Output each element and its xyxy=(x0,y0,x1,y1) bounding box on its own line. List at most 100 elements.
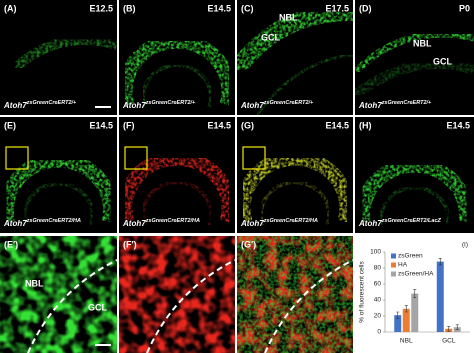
error-bar xyxy=(396,311,400,319)
panel-label: (A) xyxy=(4,3,17,13)
gene-name: Atoh7 xyxy=(3,219,27,228)
retina-band xyxy=(0,152,118,224)
genotype-label: Atoh7zsGreenCreERT2/HA xyxy=(3,218,81,228)
gene-name: Atoh7 xyxy=(122,101,146,110)
legend-swatch xyxy=(391,262,396,268)
y-tick-label: 100 xyxy=(370,249,381,256)
genotype-label: Atoh7zsGreenCreERT2/+ xyxy=(358,100,432,110)
cell-field xyxy=(119,236,235,353)
image-panel: (F) E14.5 Atoh7zsGreenCreERT2/HA xyxy=(117,117,237,233)
image-panel: (G) E14.5 Atoh7zsGreenCreERT2/HA xyxy=(235,117,355,233)
y-tick-label: 80 xyxy=(374,265,382,272)
stage-label: E17.5 xyxy=(325,3,349,13)
retina-band xyxy=(11,34,119,72)
layer-label: NBL xyxy=(413,38,432,48)
panel-label: (G′) xyxy=(241,239,256,249)
layer-label: NBL xyxy=(25,278,44,288)
retina-band xyxy=(352,30,474,75)
lens-edge xyxy=(255,53,354,116)
genotype-label: Atoh7zsGreenCreERT2/HA xyxy=(240,218,318,228)
gene-name: Atoh7 xyxy=(358,219,382,228)
error-bar xyxy=(413,289,417,298)
boundary-line xyxy=(27,259,118,353)
allele-name: zsGreenCreERT2/+ xyxy=(145,100,196,106)
panel-label: (F) xyxy=(123,120,135,130)
retina-band xyxy=(235,150,355,225)
panel-label: (D) xyxy=(359,3,372,13)
stage-label: E12.5 xyxy=(89,3,113,13)
y-tick-label: 60 xyxy=(374,281,382,288)
allele-name: zsGreenCreERT2/LacZ xyxy=(381,218,442,224)
stage-label: E14.5 xyxy=(325,120,349,130)
gene-name: Atoh7 xyxy=(122,219,146,228)
gene-name: Atoh7 xyxy=(240,101,264,110)
x-tick-label: GCL xyxy=(442,338,456,345)
x-tick-label: NBL xyxy=(400,338,413,345)
allele-name: zsGreenCreERT2/HA xyxy=(263,218,318,224)
image-panel: (H) E14.5 Atoh7zsGreenCreERT2/LacZ xyxy=(355,117,474,233)
image-panel: (A) E12.5 Atoh7zsGreenCreERT2/+ xyxy=(0,0,119,115)
panel-label: (C) xyxy=(241,3,254,13)
bar xyxy=(402,308,410,332)
layer-label: GCL xyxy=(261,32,281,42)
image-panel: (G′) xyxy=(237,236,354,353)
boundary-line xyxy=(146,259,236,353)
stage-label: E14.5 xyxy=(207,3,231,13)
retina-inner xyxy=(259,180,331,226)
gene-name: Atoh7 xyxy=(358,101,382,110)
stage-label: E14.5 xyxy=(446,120,470,130)
error-bar xyxy=(438,258,442,266)
panel-label: (H) xyxy=(359,120,372,130)
image-panel: (E′) NBL GCL xyxy=(0,236,118,353)
layer-label: GCL xyxy=(88,302,108,312)
stage-label: E14.5 xyxy=(89,120,113,130)
stage-label: P0 xyxy=(459,3,470,13)
retina-inner xyxy=(378,185,451,226)
image-panel: (B) E14.5 Atoh7zsGreenCreERT2/+ xyxy=(117,0,237,115)
allele-name: zsGreenCreERT2/HA xyxy=(26,218,81,224)
cell-field xyxy=(237,236,353,353)
retina-layer xyxy=(352,58,474,100)
retina-band xyxy=(117,150,237,225)
genotype-label: Atoh7zsGreenCreERT2/+ xyxy=(122,100,196,110)
retina-band xyxy=(117,33,237,108)
retina-band xyxy=(355,157,474,224)
layer-label: NBL xyxy=(279,12,298,22)
retina-inner xyxy=(141,63,213,109)
retina-band xyxy=(229,3,354,76)
legend-label: zsGreen xyxy=(398,253,423,260)
boundary-line xyxy=(264,259,354,353)
allele-name: zsGreenCreERT2/+ xyxy=(263,100,314,106)
gene-name: Atoh7 xyxy=(3,101,27,110)
zoom-box xyxy=(5,146,29,170)
retina-inner xyxy=(22,181,95,226)
panel-label: (I) xyxy=(462,242,468,249)
chart: (I) % of fluorescent cells 0 20 40 60 80 100 NBL… xyxy=(355,236,474,353)
gene-name: Atoh7 xyxy=(240,219,264,228)
panel-label: (E′) xyxy=(4,239,18,249)
legend-swatch xyxy=(391,271,396,277)
panel-label: (B) xyxy=(123,3,136,13)
genotype-label: Atoh7zsGreenCreERT2/HA xyxy=(122,218,200,228)
bar xyxy=(436,261,444,332)
error-bar xyxy=(455,324,459,330)
panel-label: (F′) xyxy=(123,239,137,249)
y-tick-label: 20 xyxy=(374,313,382,320)
panel-background xyxy=(0,0,117,115)
image-panel: (C) E17.5 NBL GCL Atoh7zsGreenCreERT2/+ xyxy=(229,0,354,116)
error-bar xyxy=(447,326,451,332)
legend-label: HA xyxy=(398,262,408,269)
layer-label: GCL xyxy=(433,56,453,66)
panel-label: (G) xyxy=(241,120,254,130)
genotype-label: Atoh7zsGreenCreERT2/+ xyxy=(240,100,314,110)
bar xyxy=(411,293,419,332)
zoom-box xyxy=(124,146,148,170)
image-panel: (E) E14.5 Atoh7zsGreenCreERT2/HA xyxy=(0,117,118,233)
allele-name: zsGreenCreERT2/+ xyxy=(381,100,432,106)
error-bar xyxy=(404,305,408,313)
retina-inner xyxy=(141,180,213,226)
panel-label: (E) xyxy=(4,120,16,130)
y-tick-label: 0 xyxy=(377,329,381,336)
